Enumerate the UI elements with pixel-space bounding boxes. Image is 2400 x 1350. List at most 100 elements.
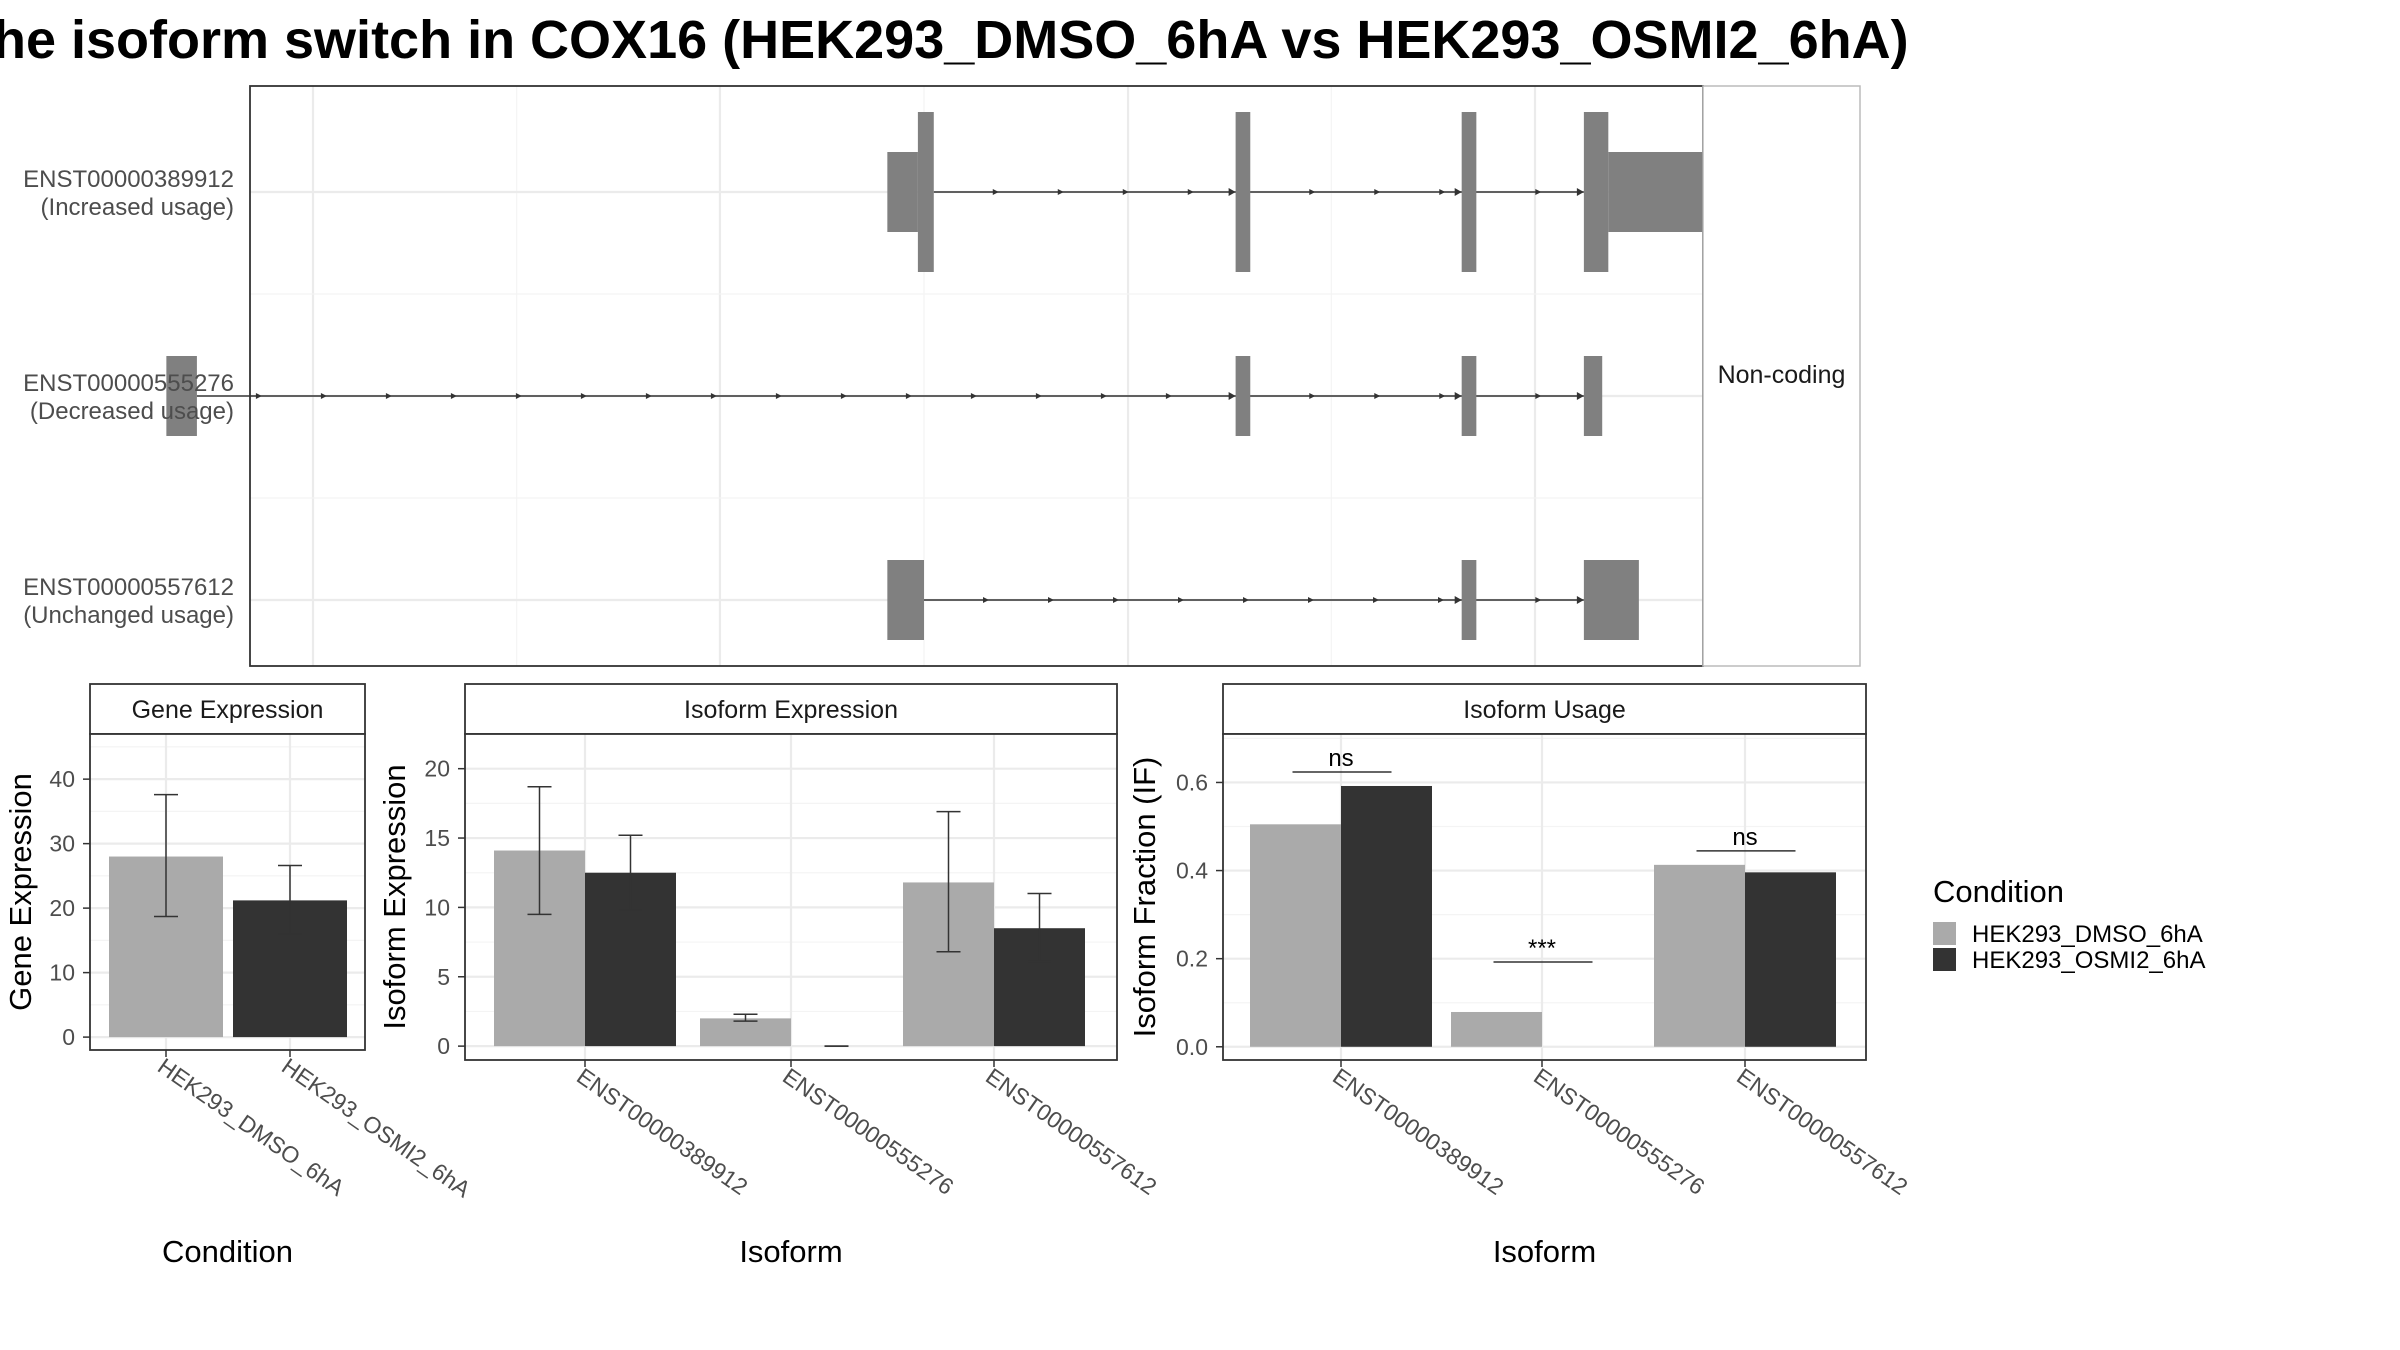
intron-direction-arrow xyxy=(1100,393,1107,399)
exon-block xyxy=(1461,560,1477,640)
exon-utr-block xyxy=(887,152,918,232)
intron-direction-arrow xyxy=(1439,393,1446,399)
x-axis-title: Isoform xyxy=(739,1234,842,1269)
facet-strip-box xyxy=(1702,85,1861,667)
exon-block xyxy=(1583,356,1603,436)
intron-direction-arrow xyxy=(1576,596,1584,604)
intron-direction-arrow xyxy=(1048,597,1054,603)
intron-direction-arrow xyxy=(1113,597,1119,603)
intron-direction-arrow xyxy=(1576,392,1584,400)
intron-direction-arrow xyxy=(1535,393,1542,399)
exon-block xyxy=(1583,560,1639,640)
intron-direction-arrow xyxy=(1309,189,1316,195)
transcript-row-ENST00000555276 xyxy=(166,356,1603,436)
y-tick-label: 20 xyxy=(49,895,75,921)
facet-strip xyxy=(464,683,1118,735)
exon-block xyxy=(917,112,934,272)
y-axis-title: Isoform Expression xyxy=(377,764,412,1029)
intron-direction-arrow xyxy=(840,393,847,399)
intron-direction-arrow xyxy=(1057,189,1064,195)
legend-swatch-HEK293_OSMI2_6hA xyxy=(1933,948,1956,971)
intron-direction-arrow xyxy=(1576,188,1584,196)
exon-block xyxy=(166,356,197,436)
bars xyxy=(494,785,1085,1047)
x-tick-label: ENST00000557612 xyxy=(981,1063,1161,1200)
y-tick-label: 0.6 xyxy=(1176,769,1208,795)
intron-direction-arrow xyxy=(1187,189,1194,195)
y-tick-label: 0.2 xyxy=(1176,946,1208,972)
legend-swatch-HEK293_DMSO_6hA xyxy=(1933,922,1956,945)
facet-strip xyxy=(89,683,366,735)
intron-direction-arrow xyxy=(983,597,989,603)
y-tick-label: 10 xyxy=(424,894,450,920)
intron-direction-arrow xyxy=(1309,393,1316,399)
y-tick-label: 20 xyxy=(424,756,450,782)
transcript-panel-background xyxy=(250,86,1703,666)
intron-direction-arrow xyxy=(1228,188,1236,196)
intron-direction-arrow xyxy=(1228,392,1236,400)
intron-direction-arrow xyxy=(1165,393,1172,399)
y-axis-title: Isoform Fraction (IF) xyxy=(1127,757,1162,1038)
exon-block xyxy=(1461,356,1477,436)
exon-block xyxy=(1461,112,1477,272)
intron-direction-arrow xyxy=(1454,188,1462,196)
bar-HEK293_DMSO_6hA-ENST00000555276 xyxy=(700,1018,791,1047)
intron-direction-arrow xyxy=(1373,597,1379,603)
intron-direction-arrow xyxy=(1122,189,1129,195)
isoform-usage-panel: Isoform Usage ns *** ns 0.0 0.2 0.4 0.6 ENST0000… xyxy=(1127,683,1913,1269)
x-axis-title: Isoform xyxy=(1493,1234,1596,1269)
intron-direction-arrow xyxy=(1438,597,1444,603)
intron-direction-arrow xyxy=(255,393,262,399)
intron-direction-arrow xyxy=(992,189,999,195)
intron-direction-arrow xyxy=(1535,189,1542,195)
bar-HEK293_DMSO_6hA-ENST00000555276 xyxy=(1451,1011,1542,1047)
intron-direction-arrow xyxy=(1454,392,1462,400)
transcript-id-label: ENST00000555276 xyxy=(23,370,234,397)
x-tick-label: ENST00000557612 xyxy=(1732,1063,1912,1200)
facet-strip-title: Isoform Expression xyxy=(684,696,898,724)
intron-direction-arrow xyxy=(970,393,977,399)
bars: ns *** ns xyxy=(1250,745,1836,1047)
intron-direction-arrow xyxy=(1178,597,1184,603)
y-tick-label: 10 xyxy=(49,960,75,986)
y-axis-title: Gene Expression xyxy=(3,773,38,1011)
isoform-expression-panel: Isoform Expression 0 5 10 15 20 ENST0000038991… xyxy=(377,683,1162,1269)
y-tick-label: 0.0 xyxy=(1176,1034,1208,1060)
transcript-row-ENST00000557612 xyxy=(887,560,1639,640)
y-tick-label: 15 xyxy=(424,825,450,851)
intron-direction-arrow xyxy=(450,393,457,399)
y-tick-label: 30 xyxy=(49,831,75,857)
y-tick-label: 0 xyxy=(437,1033,450,1059)
exon-block xyxy=(1235,356,1251,436)
intron-direction-arrow xyxy=(1374,189,1381,195)
transcript-id-label: ENST00000557612 xyxy=(23,574,234,601)
significance-label: ns xyxy=(1732,824,1757,851)
y-tick-label: 0 xyxy=(62,1024,75,1050)
figure-title: The isoform switch in COX16 (HEK293_DMSO… xyxy=(0,10,1909,70)
legend-title: Condition xyxy=(1933,874,2064,909)
significance-label: *** xyxy=(1528,935,1556,962)
bar-HEK293_DMSO_6hA-ENST00000389912 xyxy=(1250,824,1341,1047)
legend-label: HEK293_OSMI2_6hA xyxy=(1972,947,2205,974)
y-tick-label: 5 xyxy=(437,964,450,990)
y-tick-label: 40 xyxy=(49,766,75,792)
intron-direction-arrow xyxy=(385,393,392,399)
transcript-usage-label: (Decreased usage) xyxy=(30,398,234,425)
intron-direction-arrow xyxy=(1243,597,1249,603)
intron-direction-arrow xyxy=(645,393,652,399)
x-tick-label: ENST00000555276 xyxy=(1529,1063,1709,1200)
significance-label: ns xyxy=(1328,745,1353,772)
transcript-usage-label: (Increased usage) xyxy=(41,194,234,221)
legend-label: HEK293_DMSO_6hA xyxy=(1972,921,2203,948)
intron-direction-arrow xyxy=(1374,393,1381,399)
intron-direction-arrow xyxy=(1454,596,1462,604)
transcript-usage-label: (Unchanged usage) xyxy=(23,602,234,629)
exon-block xyxy=(887,560,924,640)
x-tick-label: ENST00000389912 xyxy=(1328,1063,1508,1200)
plot-border xyxy=(89,733,366,1051)
facet-strip-title: Isoform Usage xyxy=(1463,696,1626,724)
transcript-id-label: ENST00000389912 xyxy=(23,166,234,193)
bars xyxy=(109,793,347,1038)
x-axis-title: Condition xyxy=(162,1234,293,1269)
